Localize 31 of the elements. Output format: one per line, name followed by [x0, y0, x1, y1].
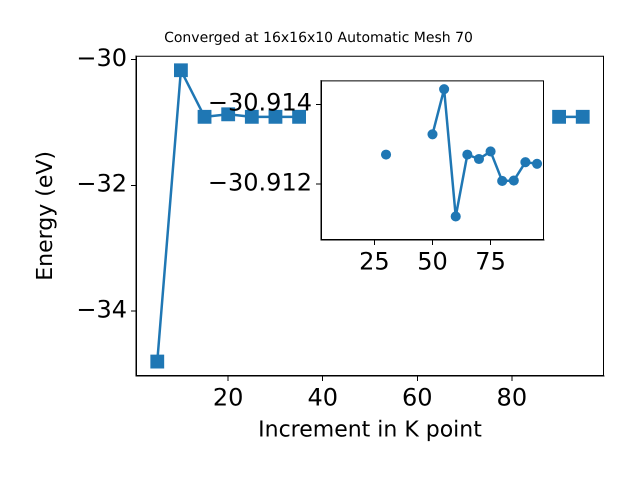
point — [532, 158, 542, 169]
chart-title: Converged at 16x16x10 Automatic Mesh 70 — [164, 30, 473, 46]
x-tick-label: 40 — [307, 384, 338, 412]
point — [552, 110, 566, 124]
point — [486, 146, 496, 156]
y-axis-title: Energy (eV) — [32, 151, 58, 281]
point — [576, 110, 590, 124]
point — [439, 84, 450, 94]
y-tick-label: −30 — [76, 44, 127, 72]
point — [508, 176, 519, 186]
y-tick-label: −32 — [76, 170, 127, 198]
x-tick-label: 20 — [212, 384, 244, 412]
point — [150, 354, 164, 368]
point — [520, 157, 530, 168]
point — [427, 129, 438, 140]
x-tick-label: 75 — [475, 248, 506, 276]
x-tick-label: 50 — [417, 248, 448, 276]
x-tick-label: 25 — [359, 248, 390, 276]
point — [462, 150, 472, 160]
y-tick-label: −30.912 — [208, 168, 312, 196]
point — [174, 63, 188, 78]
y-tick-label: −34 — [76, 295, 127, 324]
x-axis-title: Increment in K point — [258, 418, 482, 443]
point — [450, 211, 461, 222]
point — [380, 150, 392, 160]
point — [497, 176, 508, 186]
y-tick-label: −30.914 — [208, 88, 312, 117]
x-tick-label: 60 — [402, 384, 433, 412]
point — [198, 110, 212, 124]
x-tick-label: 80 — [496, 384, 528, 412]
point — [474, 154, 484, 164]
